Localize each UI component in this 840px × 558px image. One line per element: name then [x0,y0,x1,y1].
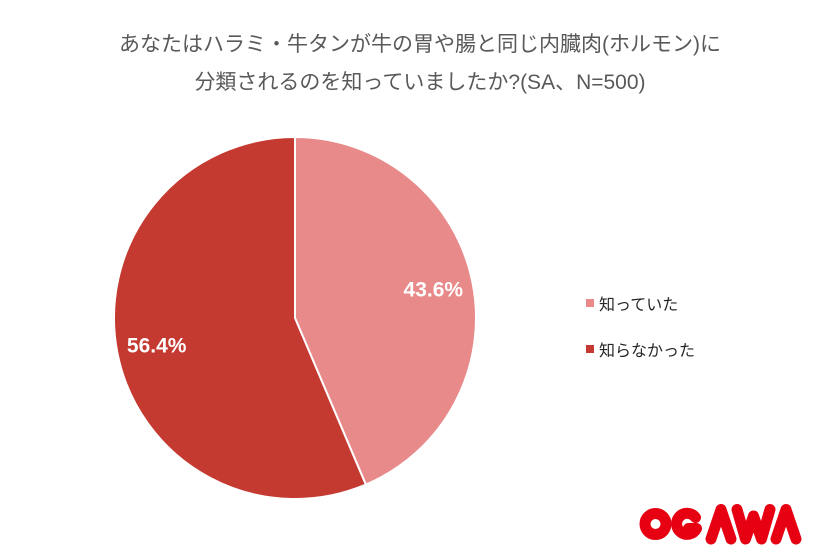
legend-label: 知らなかった [599,343,696,360]
chart-title-line2: 分類されるのを知っていましたか?(SA、N=500) [194,71,646,94]
legend: 知っていた 知らなかった [586,293,696,360]
ogawa-logo-glyphs [639,504,802,545]
logo-letter-a1 [705,504,737,545]
pie-chart: 43.6% 56.4% [113,136,477,500]
pie-data-label: 56.4% [127,335,187,358]
chart-title: あなたはハラミ・牛タンが牛の胃や腸と同じ内臓肉(ホルモン)に 分類されるのを知っ… [0,26,840,102]
ogawa-logo [638,500,810,548]
chart-title-line1: あなたはハラミ・牛タンが牛の胃や腸と同じ内臓肉(ホルモン)に [119,33,721,56]
pie-slice-知っていた [294,136,477,486]
legend-item: 知っていた [586,293,695,314]
legend-swatch [586,299,594,307]
logo-letter-o [639,508,672,540]
logo-letter-g [671,507,702,540]
logo-letter-w [731,504,776,545]
pie-slice-知らなかった [113,136,367,500]
logo-letter-a2 [770,504,802,545]
pie-data-label: 43.6% [404,278,464,301]
legend-item: 知らなかった [586,339,696,360]
legend-swatch [586,345,594,353]
legend-label: 知っていた [599,297,679,314]
